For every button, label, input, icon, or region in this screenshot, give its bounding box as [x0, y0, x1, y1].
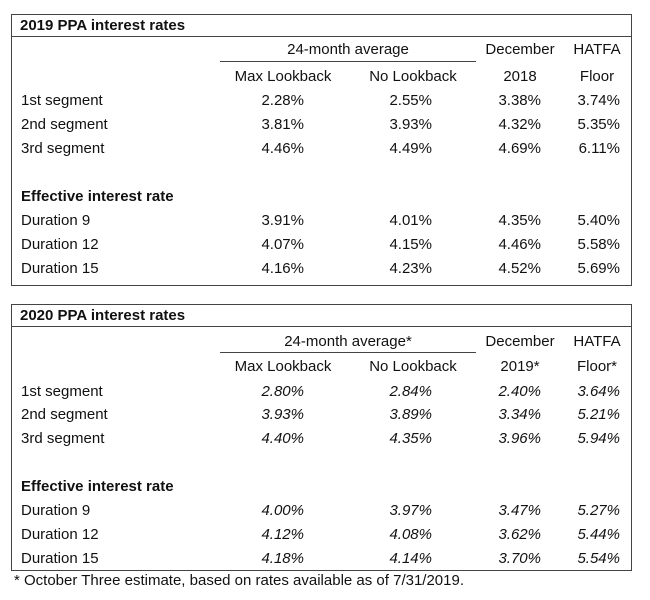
cell-december: 3.34%: [498, 406, 541, 423]
cell-december: 2.40%: [498, 383, 541, 400]
cell-max-lookback: 4.46%: [261, 140, 304, 157]
header-floor: Floor: [579, 68, 615, 85]
cell-december: 3.47%: [498, 502, 541, 519]
cell-december: 4.46%: [498, 236, 541, 253]
cell-december: 4.69%: [498, 140, 541, 157]
cell-december: 3.62%: [498, 526, 541, 543]
cell-december: 4.32%: [498, 116, 541, 133]
cell-no-lookback: 4.35%: [389, 430, 432, 447]
header-hatfa: HATFA: [573, 41, 621, 58]
cell-hatfa-floor: 5.27%: [577, 502, 620, 519]
section-heading: Effective interest rate: [21, 478, 174, 495]
row-label: Duration 9: [21, 212, 91, 229]
header-floor: Floor*: [576, 358, 617, 375]
cell-max-lookback: 2.28%: [261, 92, 304, 109]
row-label: 1st segment: [21, 92, 103, 109]
cell-max-lookback: 3.91%: [261, 212, 304, 229]
cell-max-lookback: 4.18%: [261, 550, 304, 567]
cell-hatfa-floor: 6.11%: [578, 140, 620, 157]
cell-no-lookback: 4.01%: [389, 212, 432, 229]
row-label: Duration 15: [21, 260, 99, 277]
cell-max-lookback: 4.00%: [261, 502, 304, 519]
cell-hatfa-floor: 5.94%: [577, 430, 620, 447]
ppa-2020-table: 2020 PPA interest rates 24-month average…: [11, 304, 632, 571]
header-december: December: [485, 41, 555, 58]
cell-max-lookback: 3.93%: [261, 406, 304, 423]
row-label: Duration 12: [21, 236, 99, 253]
cell-no-lookback: 2.84%: [389, 383, 432, 400]
header-december-year: 2018: [503, 68, 537, 85]
header-24-month-average: 24-month average*: [284, 333, 412, 350]
row-label: 2nd segment: [21, 406, 108, 423]
header-underline: [220, 352, 476, 353]
row-label: Duration 12: [21, 526, 99, 543]
cell-hatfa-floor: 5.40%: [577, 212, 620, 229]
cell-no-lookback: 4.08%: [389, 526, 432, 543]
cell-hatfa-floor: 5.69%: [577, 260, 620, 277]
cell-no-lookback: 4.23%: [389, 260, 432, 277]
section-heading: Effective interest rate: [21, 188, 174, 205]
cell-hatfa-floor: 5.44%: [577, 526, 620, 543]
row-label: 3rd segment: [21, 140, 105, 157]
cell-december: 3.70%: [498, 550, 541, 567]
header-no-lookback: No Lookback: [369, 358, 457, 375]
header-max-lookback: Max Lookback: [234, 68, 332, 85]
header-underline: [220, 61, 476, 62]
ppa-2019-table: 2019 PPA interest rates 24-month average…: [11, 14, 632, 286]
cell-december: 3.38%: [498, 92, 541, 109]
cell-hatfa-floor: 5.21%: [577, 406, 620, 423]
header-december-year: 2019*: [500, 358, 540, 375]
cell-max-lookback: 4.12%: [261, 526, 304, 543]
cell-hatfa-floor: 5.54%: [577, 550, 620, 567]
row-label: Duration 15: [21, 550, 99, 567]
cell-december: 3.96%: [498, 430, 541, 447]
cell-no-lookback: 4.14%: [389, 550, 432, 567]
row-label: 3rd segment: [21, 430, 105, 447]
cell-december: 4.35%: [498, 212, 541, 229]
cell-no-lookback: 3.97%: [389, 502, 432, 519]
header-24-month-average: 24-month average: [287, 41, 409, 58]
table-title: 2020 PPA interest rates: [12, 305, 631, 327]
row-label: Duration 9: [21, 502, 91, 519]
footnote: * October Three estimate, based on rates…: [14, 572, 464, 589]
cell-max-lookback: 4.07%: [261, 236, 304, 253]
header-hatfa: HATFA: [573, 333, 621, 350]
header-no-lookback: No Lookback: [369, 68, 457, 85]
cell-hatfa-floor: 3.74%: [577, 92, 620, 109]
header-max-lookback: Max Lookback: [234, 358, 332, 375]
cell-max-lookback: 4.40%: [261, 430, 304, 447]
cell-no-lookback: 3.93%: [389, 116, 432, 133]
cell-no-lookback: 3.89%: [389, 406, 432, 423]
cell-no-lookback: 2.55%: [389, 92, 432, 109]
cell-no-lookback: 4.49%: [389, 140, 432, 157]
cell-max-lookback: 4.16%: [261, 260, 304, 277]
header-december: December: [485, 333, 555, 350]
cell-hatfa-floor: 3.64%: [577, 383, 620, 400]
cell-max-lookback: 2.80%: [261, 383, 304, 400]
table-title: 2019 PPA interest rates: [12, 15, 631, 37]
cell-hatfa-floor: 5.58%: [577, 236, 620, 253]
cell-no-lookback: 4.15%: [389, 236, 432, 253]
cell-hatfa-floor: 5.35%: [577, 116, 620, 133]
cell-december: 4.52%: [498, 260, 541, 277]
row-label: 1st segment: [21, 383, 103, 400]
cell-max-lookback: 3.81%: [261, 116, 304, 133]
row-label: 2nd segment: [21, 116, 108, 133]
